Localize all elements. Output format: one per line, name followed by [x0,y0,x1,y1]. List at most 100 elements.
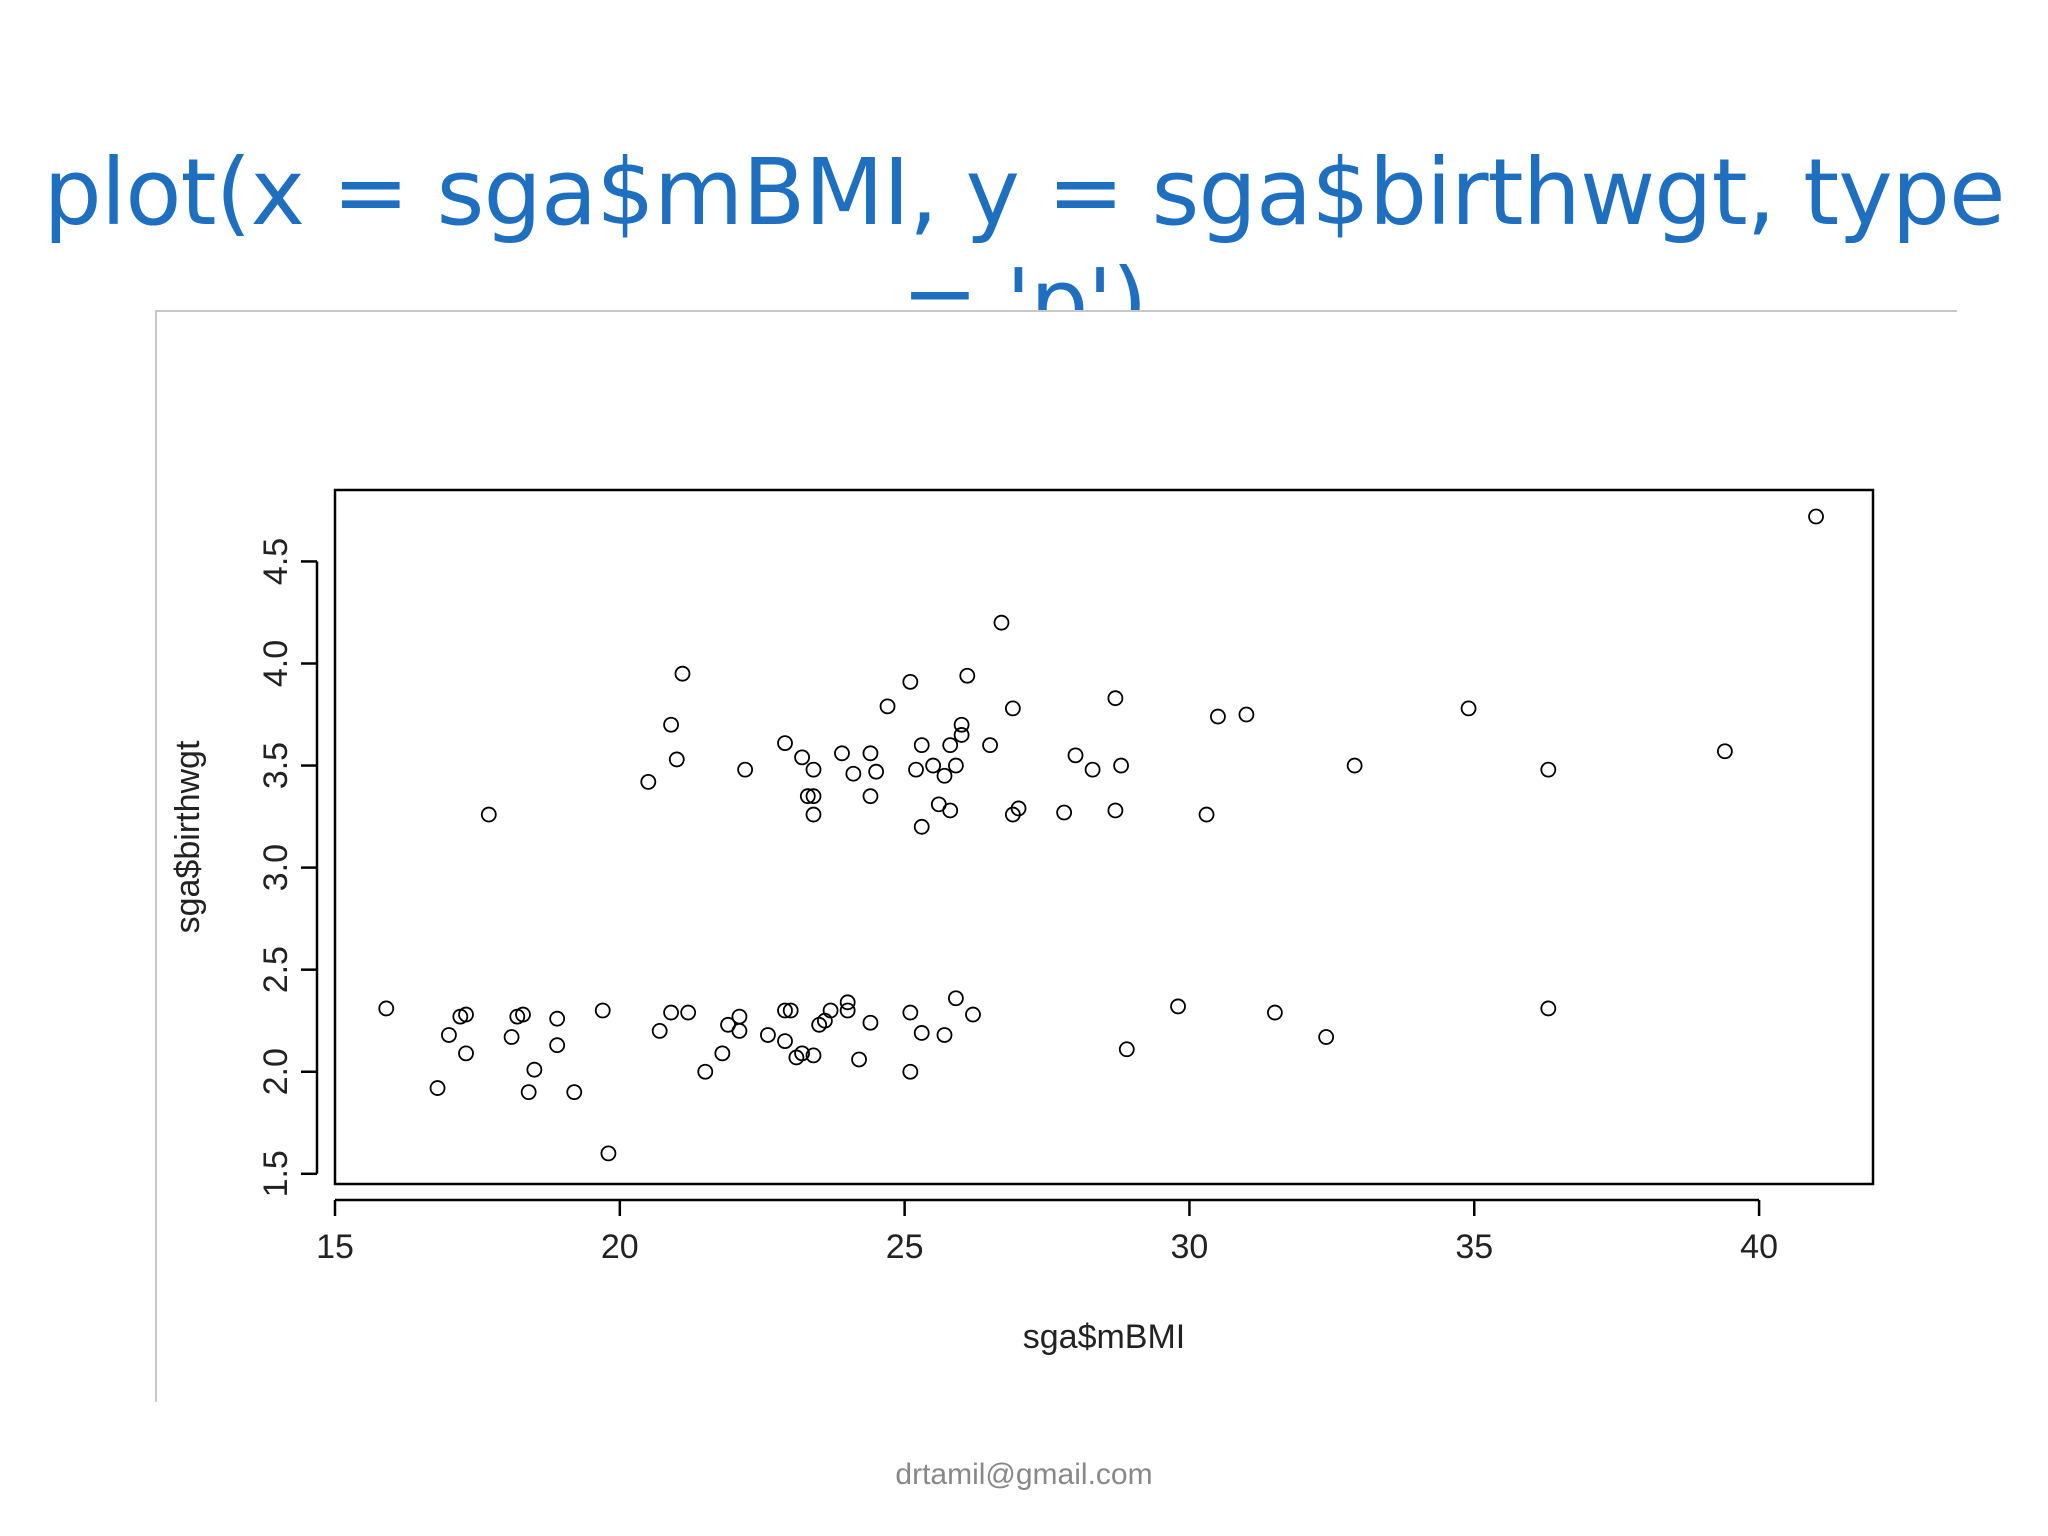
data-point [520,1084,537,1101]
data-point [805,806,822,823]
y-axis-label: sga$birthwgt [169,740,207,933]
data-point [868,763,885,780]
data-point [549,1037,566,1054]
y-tick-label: 2.0 [257,1048,295,1095]
data-point [731,1023,748,1039]
data-point [794,1045,810,1062]
data-point [1716,743,1733,760]
data-point [959,667,976,684]
data-point [737,761,754,778]
data-point [777,1033,793,1050]
data-point [674,665,691,682]
data-point [1238,706,1255,723]
data-point [480,806,497,823]
data-point [441,1027,457,1043]
plot-box [333,488,1875,1186]
data-point [862,788,879,805]
y-tick-label: 4.0 [257,640,295,687]
data-point [845,765,862,782]
scatter-plot: 15 20 25 30 35 40 1.5 2.0 2.5 3.0 3.5 4.0 4.5 sga$m… [169,488,1875,1356]
data-point [942,802,959,819]
data-point [913,1025,930,1041]
data-point [805,761,822,778]
data-point [902,673,919,690]
data-point [782,1002,799,1019]
data-point [822,1002,839,1019]
plot-screenshot: 15 20 25 30 35 40 1.5 2.0 2.5 3.0 3.5 4.0 4.5 sga$m… [155,310,1957,1402]
data-point [879,698,896,715]
data-point [851,1051,867,1068]
data-point [805,788,822,805]
data-point [1113,757,1129,774]
data-point [663,1004,679,1021]
data-point [913,737,930,754]
data-point [515,1006,531,1023]
data-point [982,737,998,754]
x-tick-label: 20 [601,1228,639,1266]
data-point [1084,761,1101,778]
data-point [594,1002,611,1019]
data-point [839,1002,856,1019]
data-point [947,757,964,774]
data-point [839,994,856,1011]
data-point [697,1063,714,1080]
y-axis: 1.5 2.0 2.5 3.0 3.5 4.0 4.5 [257,538,319,1197]
data-point [640,773,657,790]
y-tick-label: 1.5 [257,1150,295,1197]
footer-email: drtamil@gmail.com [895,1458,1153,1491]
data-point [953,716,970,733]
y-tick-label: 4.5 [257,538,295,585]
data-point [1170,998,1186,1015]
data-point [651,1023,668,1039]
data-point [503,1029,520,1045]
data-point [993,614,1010,631]
data-point [549,1010,566,1027]
data-point [942,737,959,754]
data-point [526,1061,543,1078]
data-point [714,1045,731,1062]
data-point [777,735,793,752]
data-point [1118,1041,1135,1058]
slide-title: plot(x = sga$mBMI, y = sga$birthwgt, typ… [43,139,2005,356]
data-point [777,1002,793,1019]
data-point [1107,690,1124,707]
data-point [947,990,964,1007]
data-point [429,1080,446,1096]
data-point [862,745,879,762]
data-point [936,1027,953,1043]
data-point [760,1027,776,1043]
x-tick-label: 15 [316,1228,354,1266]
data-point [1004,700,1021,717]
data-point [936,767,953,784]
x-axis-label: sga$mBMI [1023,1318,1186,1356]
data-point [1107,802,1124,819]
data-point [1318,1029,1335,1045]
x-tick-label: 35 [1455,1228,1493,1266]
y-tick-label: 2.5 [257,946,295,993]
data-point [925,757,942,774]
data-point [1460,700,1477,717]
data-point [1056,804,1073,821]
data-point [680,1004,697,1021]
data-point [731,1008,748,1025]
data-point [902,1063,919,1080]
data-point [1266,1004,1283,1021]
data-point [1067,747,1084,764]
data-point [965,1006,981,1023]
data-point [458,1006,474,1023]
data-point [908,761,924,778]
data-point [458,1045,474,1062]
data-point [1010,800,1027,817]
x-axis: 15 20 25 30 35 40 [316,1198,1778,1266]
y-tick-label: 3.0 [257,844,295,891]
y-tick-label: 3.5 [257,742,295,789]
x-tick-label: 30 [1171,1228,1209,1266]
data-point [953,727,970,743]
data-point [794,749,810,766]
data-point [668,751,685,768]
data-point [378,1000,395,1017]
data-point [600,1145,617,1162]
data-point [862,1014,879,1031]
data-points [378,508,1824,1162]
data-point [913,818,930,835]
